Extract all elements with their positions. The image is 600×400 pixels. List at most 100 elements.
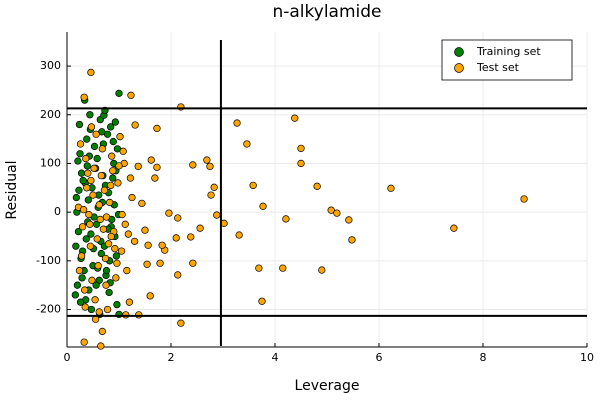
- point: [105, 198, 114, 207]
- point: [83, 135, 91, 143]
- y-tick-label: 200: [40, 108, 61, 121]
- point: [83, 162, 91, 170]
- point: [82, 235, 90, 243]
- y-axis-label: Residual: [4, 160, 20, 219]
- point: [90, 142, 99, 151]
- point: [95, 308, 103, 316]
- point: [98, 145, 107, 153]
- point: [77, 252, 86, 260]
- point: [144, 241, 152, 249]
- point: [153, 163, 161, 171]
- point: [91, 315, 100, 323]
- point: [89, 191, 97, 199]
- point: [107, 123, 115, 131]
- point: [177, 319, 185, 327]
- legend-box: [441, 39, 573, 81]
- point: [87, 123, 96, 131]
- x-tick-label: 10: [580, 351, 594, 364]
- point: [74, 157, 82, 165]
- point: [87, 230, 95, 238]
- point: [207, 191, 215, 199]
- x-axis-label: Leverage: [295, 378, 360, 394]
- x-tick-label: 8: [480, 351, 487, 364]
- point: [119, 147, 127, 155]
- point: [80, 338, 88, 346]
- point: [165, 209, 173, 217]
- point: [327, 206, 335, 214]
- point: [97, 171, 105, 180]
- point: [107, 181, 115, 190]
- point: [88, 276, 96, 284]
- point: [85, 210, 93, 219]
- point: [92, 130, 100, 138]
- point: [124, 230, 133, 238]
- point: [108, 152, 116, 160]
- point: [109, 167, 117, 175]
- point: [82, 154, 90, 163]
- legend-marker: [454, 63, 464, 73]
- point: [96, 215, 104, 224]
- point: [143, 260, 151, 268]
- point: [126, 174, 135, 182]
- point: [76, 140, 85, 148]
- point: [103, 305, 112, 314]
- point: [187, 233, 195, 241]
- point: [111, 118, 120, 126]
- point: [189, 161, 197, 169]
- y-tick-label: 100: [40, 156, 61, 169]
- point: [117, 247, 126, 255]
- x-tick-label: 4: [272, 351, 279, 364]
- point: [233, 119, 241, 127]
- point: [107, 232, 115, 241]
- point: [75, 120, 84, 129]
- point: [101, 254, 110, 263]
- point: [81, 303, 89, 311]
- point: [147, 156, 155, 164]
- point: [291, 114, 299, 122]
- point: [86, 111, 94, 119]
- point: [112, 274, 120, 282]
- point: [151, 174, 159, 182]
- point: [174, 214, 182, 222]
- point: [86, 242, 95, 250]
- point: [118, 210, 126, 219]
- point: [78, 274, 86, 282]
- point: [259, 202, 267, 210]
- point: [102, 281, 110, 289]
- point: [113, 300, 121, 309]
- point: [128, 193, 136, 202]
- x-tick-label: 2: [168, 351, 175, 364]
- point: [79, 206, 88, 214]
- point: [210, 183, 218, 191]
- point: [348, 236, 356, 244]
- point: [282, 215, 290, 223]
- point: [71, 291, 79, 299]
- point: [93, 154, 101, 163]
- point: [520, 195, 528, 203]
- point: [116, 133, 124, 141]
- point: [78, 223, 87, 231]
- point: [258, 297, 266, 305]
- point: [203, 156, 211, 164]
- point: [114, 179, 122, 187]
- legend-marker: [454, 47, 464, 57]
- point: [76, 298, 85, 306]
- point: [125, 298, 134, 306]
- point: [189, 259, 197, 267]
- point: [87, 176, 95, 185]
- point: [279, 264, 287, 272]
- point: [153, 124, 161, 133]
- point: [83, 184, 91, 192]
- point: [92, 281, 100, 289]
- point: [131, 121, 139, 129]
- point: [141, 226, 149, 234]
- point: [318, 266, 326, 274]
- point: [123, 266, 131, 275]
- point: [345, 216, 353, 224]
- point: [72, 242, 80, 250]
- point: [243, 140, 251, 148]
- point: [255, 264, 263, 272]
- legend-label: Training set: [476, 45, 541, 58]
- point: [111, 245, 119, 253]
